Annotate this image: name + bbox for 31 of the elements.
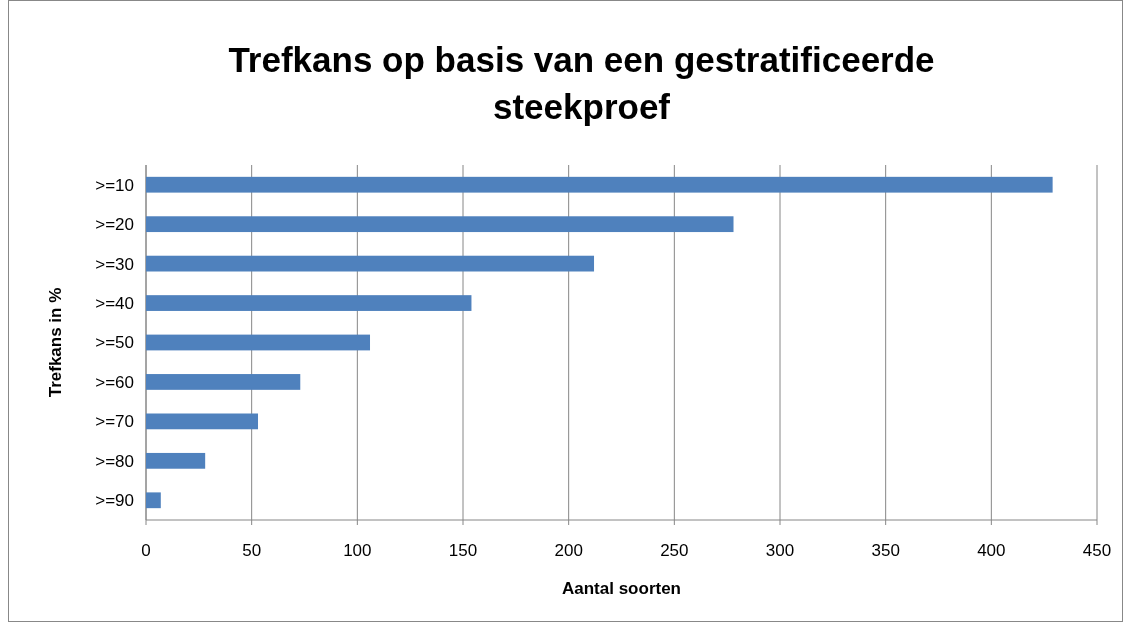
x-tick-label: 350 [871, 541, 900, 560]
y-axis-title: Trefkans in % [46, 287, 65, 398]
y-tick-label: >=60 [95, 372, 134, 392]
bar [146, 452, 206, 469]
bar [146, 176, 1053, 193]
bar [146, 216, 734, 233]
y-tick-label: >=90 [95, 491, 134, 511]
y-tick-label: >=30 [95, 254, 134, 274]
bar [146, 492, 161, 509]
bar [146, 413, 259, 430]
x-tick-label: 400 [977, 541, 1006, 560]
x-tick-label: 100 [343, 541, 372, 560]
y-tick-label: >=40 [95, 294, 134, 314]
x-tick-label: 0 [141, 541, 151, 560]
x-tick-label: 250 [660, 541, 689, 560]
x-tick-label: 300 [765, 541, 795, 560]
bar [146, 374, 301, 390]
bar [146, 255, 595, 272]
x-tick-label: 150 [448, 541, 478, 560]
y-tick-label: >=70 [95, 412, 134, 432]
y-tick-label: >=10 [95, 175, 134, 195]
bar [146, 295, 472, 311]
x-axis-title: Aantal soorten [561, 579, 682, 598]
y-tick-label: >=80 [95, 451, 134, 471]
y-tick-label: >=20 [95, 215, 134, 235]
bar [146, 334, 371, 351]
x-tick-label: 200 [554, 541, 583, 560]
x-tick-label: 450 [1082, 541, 1112, 560]
y-tick-label: >=50 [95, 333, 134, 353]
x-tick-label: 50 [242, 541, 262, 560]
chart-title: Trefkans op basis van een gestratificeerde steekproef [228, 40, 935, 126]
